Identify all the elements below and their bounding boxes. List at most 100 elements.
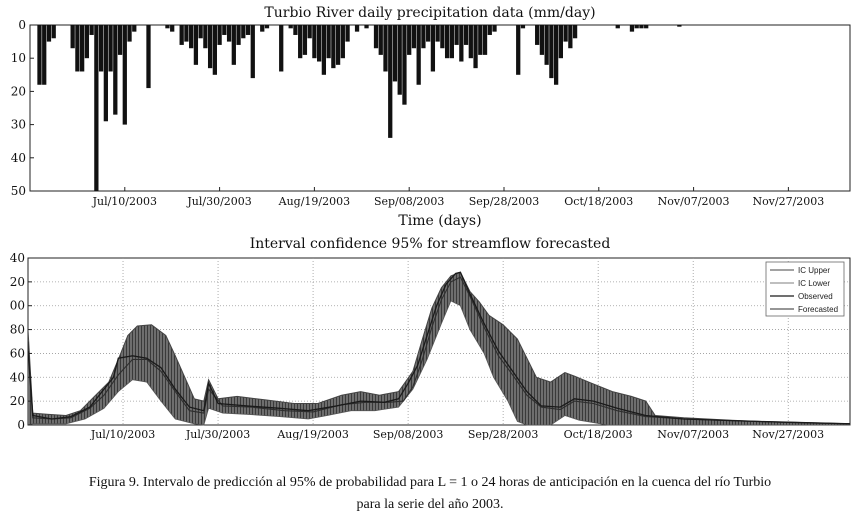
precip-plot-frame: [29, 24, 851, 192]
precip-bar: [444, 25, 450, 59]
precip-bar: [454, 25, 459, 45]
streamflow-x-tick-label: Sep/28/2003: [468, 428, 539, 441]
precip-y-tick-label: 50: [11, 184, 26, 198]
streamflow-grid: [28, 258, 850, 425]
precip-x-tick-label: Nov/27/2003: [752, 195, 824, 208]
precip-x-tick-label: Nov/07/2003: [658, 195, 730, 208]
confidence-band: [28, 272, 850, 425]
series-observed: [28, 271, 850, 425]
precip-bar: [468, 25, 473, 59]
precip-bar: [478, 25, 483, 55]
streamflow-chart-title: Interval confidence 95% for streamflow f…: [250, 236, 611, 252]
precip-x-tick-label: Oct/18/2003: [564, 195, 633, 208]
precip-bar: [250, 25, 255, 79]
precip-bar: [629, 25, 635, 32]
precip-bar: [146, 25, 151, 89]
precip-bar: [84, 25, 90, 59]
precip-bar: [37, 25, 42, 85]
precip-bar: [487, 25, 492, 35]
precip-bar: [615, 25, 620, 29]
precip-bar: [549, 25, 554, 79]
precip-bar: [430, 25, 436, 72]
precip-bar: [317, 25, 322, 62]
precip-bar: [426, 25, 431, 42]
precip-bar: [127, 25, 132, 42]
precip-bar: [307, 25, 312, 39]
precip-bar: [388, 25, 393, 138]
precip-bar: [132, 25, 137, 32]
precip-bar: [89, 25, 94, 35]
streamflow-y-tick-label: 20: [10, 275, 25, 289]
precip-bar: [51, 25, 56, 39]
precip-bar: [293, 25, 298, 35]
streamflow-y-tick-label: 40: [10, 251, 25, 265]
precip-bar: [184, 25, 189, 42]
precip-plot-area: 0 10 20 30 40 50 Jul/10/2003 Jul/30/2003 Aug/19…: [11, 18, 851, 208]
precip-bar: [302, 25, 308, 55]
precip-bar: [572, 25, 578, 39]
figure-caption: Figura 9. Intervalo de predicción al 95%…: [20, 472, 840, 516]
precip-bar: [321, 25, 327, 75]
precip-y-tick-label: 40: [11, 151, 26, 165]
precip-bar: [241, 25, 246, 39]
precip-bar: [217, 25, 222, 45]
precip-x-tick-label: Aug/19/2003: [278, 195, 350, 208]
precip-bar: [373, 25, 379, 49]
precip-bar: [113, 25, 118, 115]
precip-bar: [80, 25, 85, 72]
legend-label: IC Lower: [798, 279, 830, 288]
precip-bar: [440, 25, 445, 49]
streamflow-x-tick-label: Sep/08/2003: [373, 428, 444, 441]
figure-canvas: Turbio River daily precipitation data (m…: [10, 5, 851, 441]
streamflow-x-tick-label: Nov/07/2003: [657, 428, 729, 441]
precip-bar: [383, 25, 388, 72]
precip-bar: [326, 25, 331, 59]
precip-bar: [245, 25, 251, 35]
streamflow-legend: IC Upper IC Lower Observed Forecasted: [765, 261, 845, 317]
precip-bar: [207, 25, 213, 69]
precip-bar: [568, 25, 573, 49]
streamflow-y-tick-label: 40: [10, 370, 25, 384]
precip-bar: [46, 25, 52, 42]
precip-bar: [482, 25, 488, 55]
streamflow-y-tick-label: 20: [10, 394, 25, 408]
caption-line-2: para la serie del año 2003.: [356, 497, 504, 512]
precip-bar: [103, 25, 108, 122]
precip-bar: [558, 25, 563, 59]
precip-bar: [298, 25, 303, 59]
precip-bar: [198, 25, 203, 39]
precip-bar: [98, 25, 104, 72]
precip-bar: [340, 25, 345, 59]
legend-box: [765, 261, 845, 317]
precip-bar: [492, 25, 497, 32]
precip-chart-title: Turbio River daily precipitation data (m…: [264, 5, 595, 21]
precip-bar: [473, 25, 478, 69]
precip-bar: [411, 25, 417, 49]
precip-bar: [416, 25, 421, 85]
precip-y-axis: 0 10 20 30 40 50: [11, 18, 34, 198]
precip-bar: [634, 25, 639, 29]
precip-bar: [226, 25, 232, 42]
precip-bar: [231, 25, 236, 65]
precip-bar: [42, 25, 47, 85]
precip-x-tick-label: Jul/30/2003: [186, 195, 251, 208]
precip-bar: [170, 25, 175, 32]
precip-bar: [222, 25, 227, 35]
caption-line-1: Figura 9. Intervalo de predicción al 95%…: [88, 475, 772, 490]
precip-bar: [260, 25, 265, 32]
precip-bar: [108, 25, 113, 72]
precip-bar: [397, 25, 402, 95]
precip-bar: [553, 25, 559, 85]
precip-x-tick-label: Jul/10/2003: [92, 195, 157, 208]
precip-bar: [203, 25, 208, 49]
legend-label: Observed: [798, 292, 833, 301]
precip-bar: [117, 25, 123, 55]
precip-y-tick-label: 10: [11, 51, 26, 65]
streamflow-y-tick-label: 0: [17, 418, 25, 432]
precip-bar: [312, 25, 317, 59]
precip-bar: [520, 25, 526, 29]
streamflow-x-tick-label: Nov/27/2003: [752, 428, 824, 441]
precip-bar: [392, 25, 398, 82]
precip-bar: [70, 25, 75, 49]
streamflow-x-tick-label: Oct/18/2003: [564, 428, 633, 441]
